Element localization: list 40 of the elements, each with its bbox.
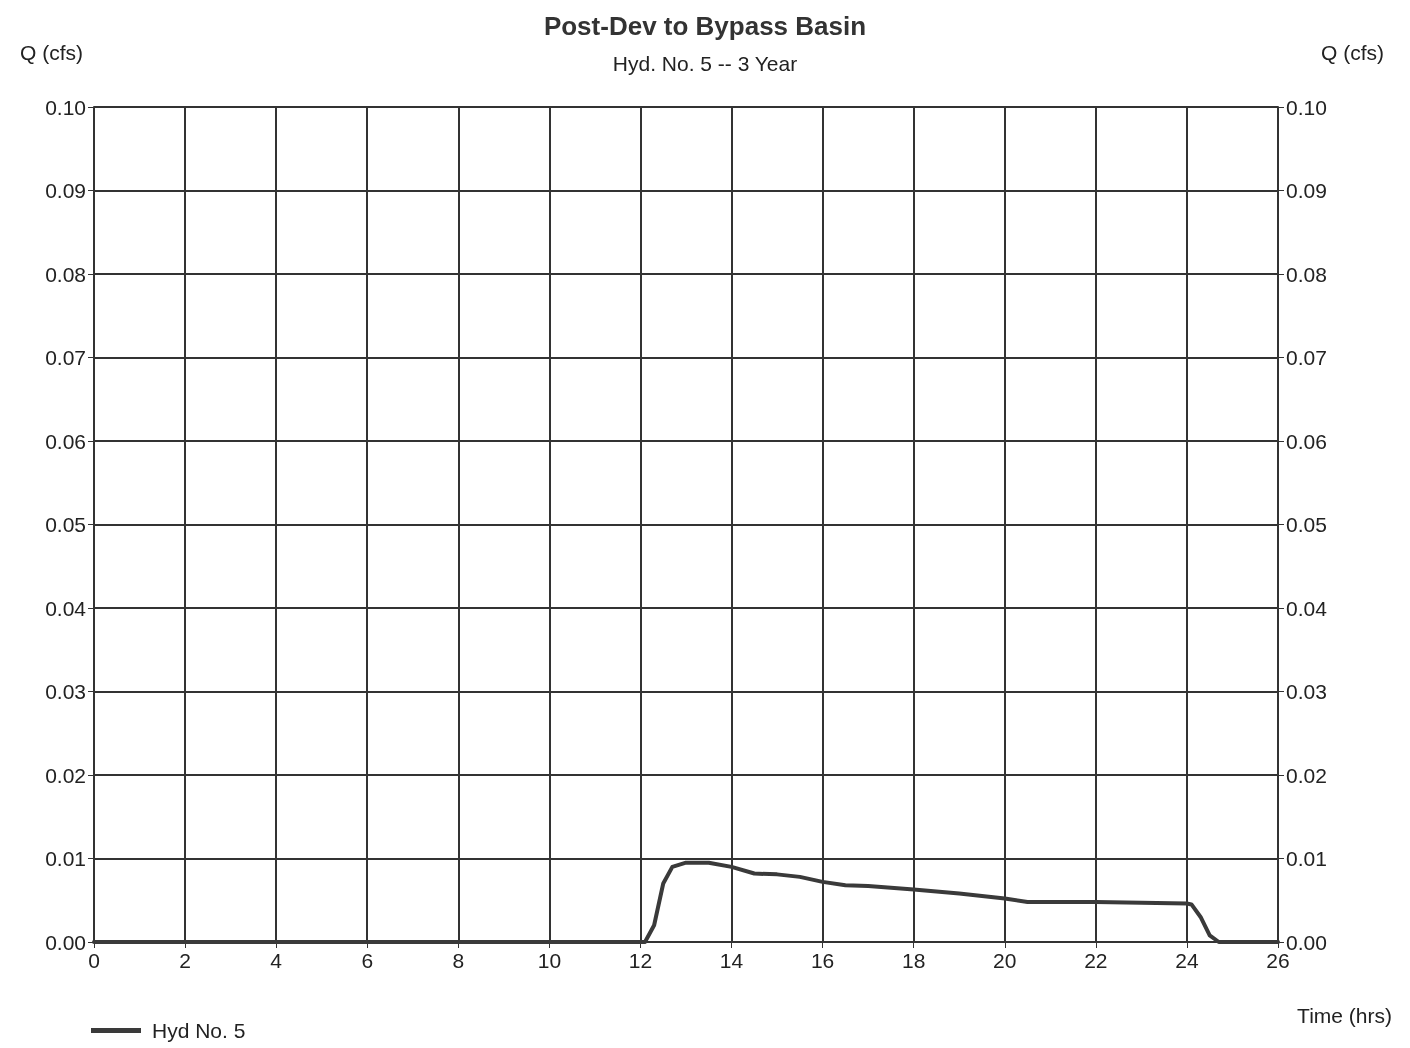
- legend-label: Hyd No. 5: [152, 1019, 246, 1042]
- x-tick-label: 22: [1084, 949, 1108, 972]
- y2-tick-label: 0.09: [1286, 179, 1327, 202]
- x-tick-label: 4: [270, 949, 283, 972]
- x-tick-label: 10: [537, 949, 562, 972]
- x-tick-label: 12: [628, 949, 653, 972]
- x-tick-label: 14: [719, 949, 744, 972]
- y-tick-label: 0.08: [45, 262, 86, 286]
- y-tick-label: 0.05: [45, 513, 86, 536]
- chart-subtitle: Hyd. No. 5 -- 3 Year: [612, 52, 798, 75]
- x-tick-label: 18: [902, 949, 926, 972]
- y-tick-label: 0.06: [45, 429, 86, 453]
- y-tick-label: 0.04: [45, 596, 87, 620]
- x-tick-label: 24: [1175, 949, 1199, 972]
- y-tick-label: 0.02: [45, 763, 86, 787]
- y2-tick-label: 0.05: [1286, 513, 1327, 536]
- y2-tick-label: 0.08: [1286, 262, 1327, 286]
- y-tick-label: 0.03: [45, 680, 86, 703]
- y-tick-label: 0.10: [45, 95, 86, 119]
- y2-tick-label: 0.03: [1286, 680, 1327, 703]
- y-tick-label: 0.09: [45, 179, 86, 202]
- y-tick-label: 0.00: [45, 930, 86, 954]
- y2-tick-label: 0.04: [1286, 596, 1328, 620]
- x-tick-label: 20: [993, 949, 1017, 972]
- x-tick-label: 16: [810, 949, 835, 972]
- y2-tick-label: 0.02: [1286, 763, 1327, 787]
- chart-title: Post-Dev to Bypass Basin: [543, 11, 867, 41]
- y2-tick-label: 0.01: [1286, 847, 1327, 870]
- x-tick-label: 0: [88, 949, 100, 972]
- y2-tick-label: 0.07: [1286, 346, 1327, 369]
- y-axis-title: Q (cfs): [20, 41, 83, 64]
- y2-axis-title: Q (cfs): [1321, 41, 1385, 64]
- y2-tick-label: 0.06: [1286, 429, 1327, 453]
- x-tick-label: 8: [452, 949, 465, 972]
- x-tick-label: 6: [361, 949, 374, 972]
- x-tick-label: 2: [179, 949, 191, 972]
- y-tick-label: 0.07: [45, 346, 86, 369]
- x-axis-title: Time (hrs): [1297, 1004, 1393, 1027]
- y2-tick-label: 0.10: [1286, 95, 1327, 119]
- y-tick-label: 0.01: [45, 847, 86, 870]
